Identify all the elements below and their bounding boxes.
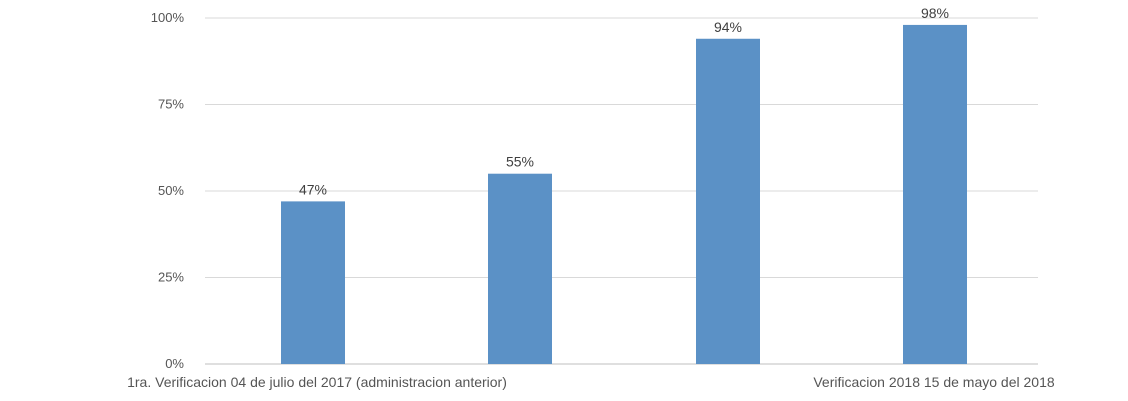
- bar: [696, 38, 760, 364]
- y-tick-label: 75%: [158, 97, 184, 112]
- bar: [281, 201, 345, 364]
- bar-value-label: 55%: [506, 154, 534, 170]
- bar: [903, 24, 967, 364]
- y-tick-label: 50%: [158, 183, 184, 198]
- bar-value-label: 98%: [921, 5, 949, 21]
- bars: [281, 24, 967, 364]
- bar-value-label: 94%: [714, 19, 742, 35]
- x-category-label: 1ra. Verificacion 04 de julio del 2017 (…: [127, 374, 507, 390]
- y-tick-label: 100%: [151, 10, 185, 25]
- axis-labels: 0% 25% 50% 75% 100% 1ra. Verificacion 04 de j…: [127, 10, 1055, 390]
- y-tick-label: 25%: [158, 270, 184, 285]
- x-category-label: Verificacion 2018 15 de mayo del 2018: [813, 374, 1054, 390]
- data-labels: 47% 55% 94% 98%: [299, 5, 949, 197]
- y-tick-label: 0%: [165, 356, 184, 371]
- bar: [488, 173, 552, 364]
- bar-value-label: 47%: [299, 181, 327, 197]
